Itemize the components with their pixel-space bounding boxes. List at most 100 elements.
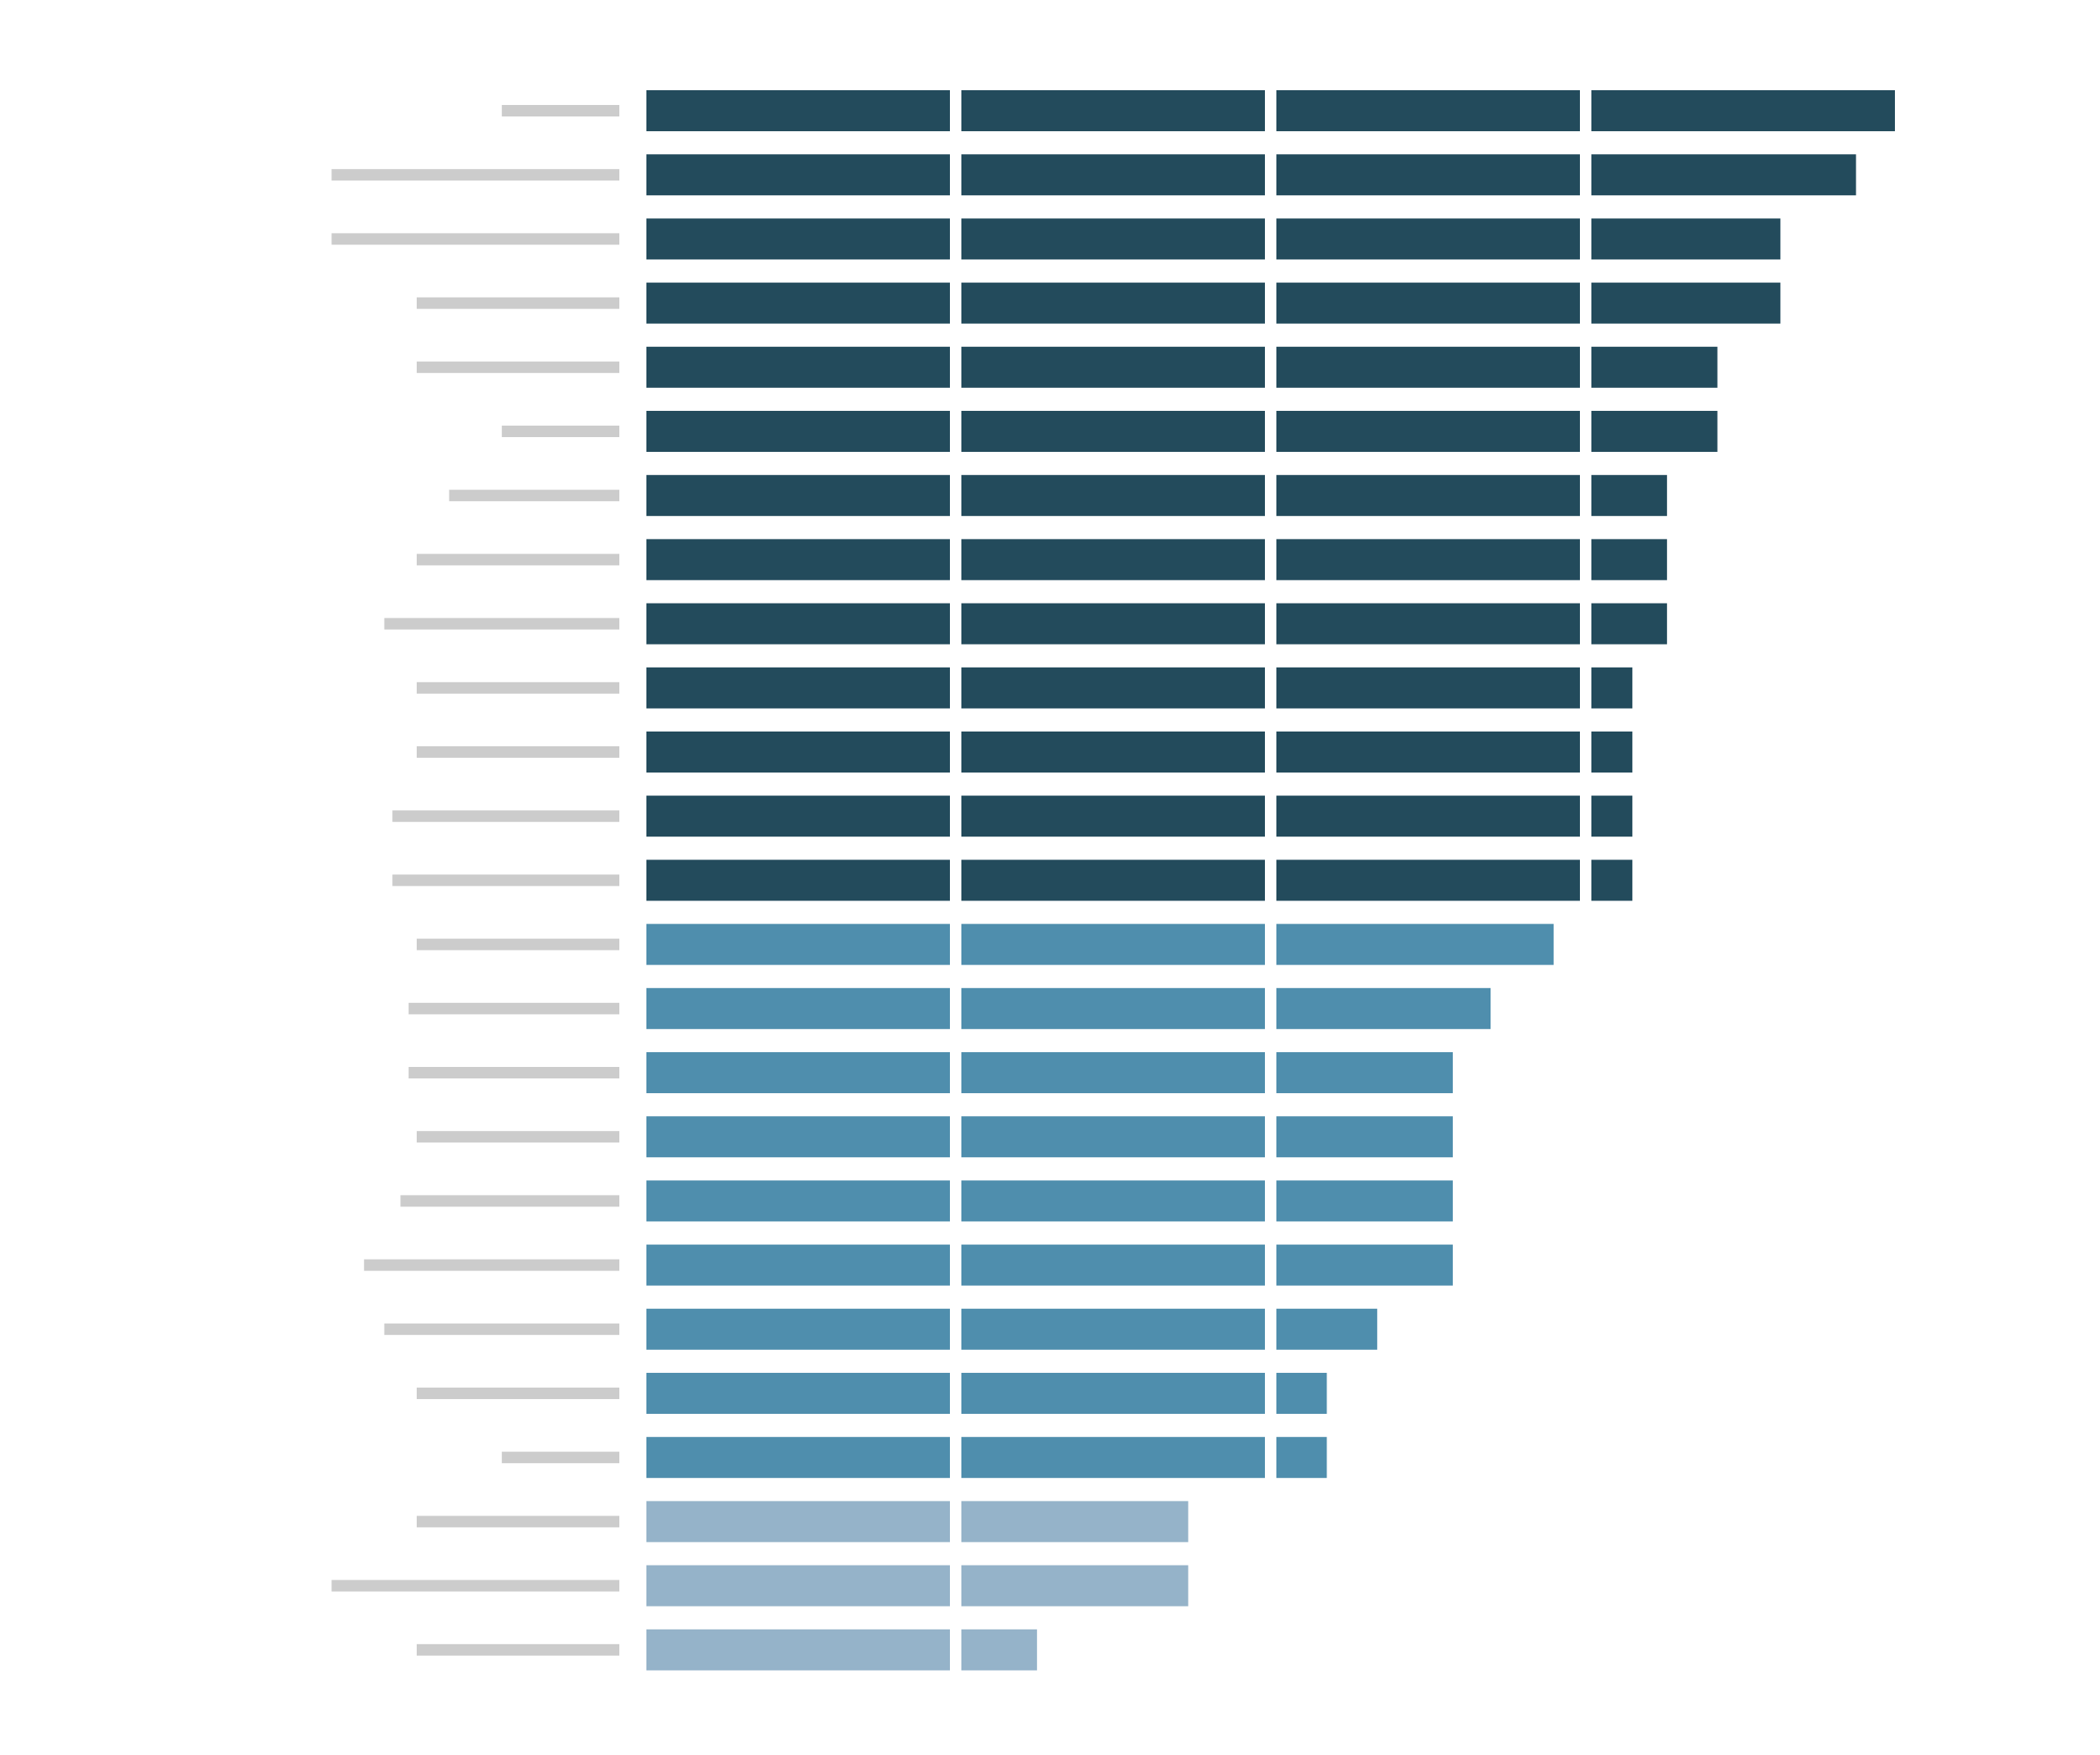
bar-segment <box>1591 539 1668 581</box>
bar-segment <box>1276 923 1554 965</box>
bar-segment <box>961 154 1265 196</box>
bar <box>646 282 1781 324</box>
bar-segment <box>1591 411 1718 452</box>
category-label-placeholder <box>392 874 619 887</box>
bar-segment <box>961 732 1265 773</box>
category-label-placeholder <box>417 361 619 373</box>
bar-segment <box>1591 475 1668 517</box>
bar-segment <box>646 539 950 581</box>
bar-segment <box>961 1565 1189 1607</box>
bar-segment <box>646 732 950 773</box>
bar <box>646 1116 1454 1158</box>
bar-segment <box>646 795 950 837</box>
bar-segment <box>646 282 950 324</box>
bar-segment <box>1276 795 1580 837</box>
bar-segment <box>646 987 950 1029</box>
bar-segment <box>1276 667 1580 709</box>
category-label-placeholder <box>501 426 619 437</box>
bar <box>646 475 1668 517</box>
bar-segment <box>1276 411 1580 452</box>
category-label-placeholder <box>331 233 619 245</box>
category-label-placeholder <box>449 490 619 502</box>
category-label-placeholder <box>384 618 619 630</box>
bar-segment <box>1276 346 1580 388</box>
bar <box>646 795 1632 837</box>
bar <box>646 1373 1327 1414</box>
bar <box>646 732 1632 773</box>
bar-segment <box>1591 154 1856 196</box>
bar-segment <box>1276 218 1580 260</box>
bar-segment <box>1591 218 1781 260</box>
bar <box>646 1565 1189 1607</box>
bar-segment <box>1276 1308 1377 1350</box>
bar-segment <box>1276 1180 1454 1222</box>
bar-segment <box>646 346 950 388</box>
category-label-placeholder <box>409 1067 619 1078</box>
bar-segment <box>646 603 950 645</box>
bar-segment <box>961 475 1265 517</box>
bar-segment <box>646 923 950 965</box>
bar-segment <box>646 667 950 709</box>
bar-segment <box>961 859 1265 901</box>
bar-segment <box>961 1501 1189 1543</box>
bar <box>646 90 1895 131</box>
bar-segment <box>961 1052 1265 1093</box>
bar-segment <box>1591 346 1718 388</box>
bar-segment <box>1276 1052 1454 1093</box>
bar-segment <box>646 1180 950 1222</box>
bar-segment <box>1276 732 1580 773</box>
category-label-placeholder <box>417 746 619 758</box>
bar-segment <box>961 411 1265 452</box>
bar-segment <box>1276 987 1491 1029</box>
bar-segment <box>646 1565 950 1607</box>
bar-segment <box>1276 603 1580 645</box>
bar-segment <box>1276 154 1580 196</box>
category-label-placeholder <box>501 105 619 116</box>
bar <box>646 1180 1454 1222</box>
bar-segment <box>1276 90 1580 131</box>
bar-segment <box>1591 282 1781 324</box>
bar-segment <box>1591 603 1668 645</box>
bar-segment <box>1591 859 1632 901</box>
bar <box>646 667 1632 709</box>
bar <box>646 1501 1189 1543</box>
category-label-placeholder <box>392 810 619 823</box>
bar-segment <box>1276 475 1580 517</box>
bar-segment <box>646 859 950 901</box>
category-label-placeholder <box>363 1259 619 1271</box>
bar <box>646 1308 1377 1350</box>
category-label-placeholder <box>501 1452 619 1464</box>
bar-segment <box>646 475 950 517</box>
bar-segment <box>1276 282 1580 324</box>
category-label-placeholders <box>331 105 619 1656</box>
bar-segment <box>961 603 1265 645</box>
bar-segment <box>961 667 1265 709</box>
bar <box>646 923 1554 965</box>
bar-segment <box>961 539 1265 581</box>
category-label-placeholder <box>417 681 619 694</box>
bar-segment <box>646 1629 950 1671</box>
bar-segment <box>961 346 1265 388</box>
bar-segment <box>1276 859 1580 901</box>
bar-segment <box>646 218 950 260</box>
bar <box>646 154 1856 196</box>
bar-segment <box>961 795 1265 837</box>
bar-segment <box>961 987 1265 1029</box>
bar-segment <box>646 1308 950 1350</box>
bar-segment <box>961 218 1265 260</box>
bar-segment <box>1591 90 1895 131</box>
bar-segment <box>961 1180 1265 1222</box>
bar-segment <box>961 1629 1038 1671</box>
bar-segment <box>1591 795 1632 837</box>
category-label-placeholder <box>400 1195 619 1207</box>
category-label-placeholder <box>417 1516 619 1528</box>
bar-segment <box>646 1116 950 1158</box>
category-label-placeholder <box>417 554 619 566</box>
bar <box>646 1244 1454 1286</box>
bar <box>646 346 1718 388</box>
bar-segment <box>961 923 1265 965</box>
bar-segment <box>646 411 950 452</box>
bar <box>646 218 1781 260</box>
